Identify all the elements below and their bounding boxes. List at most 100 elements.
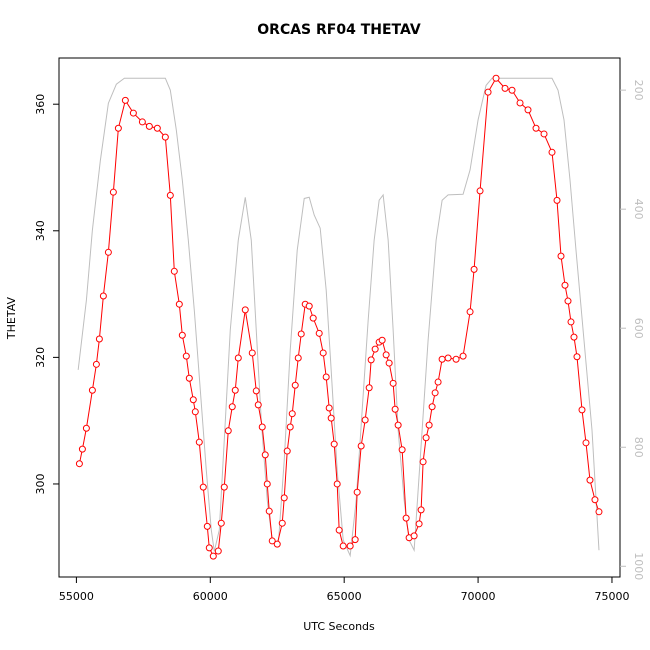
data-point: [182, 352, 190, 360]
y-tick-label: 360: [34, 94, 47, 115]
data-point: [203, 522, 211, 530]
data-point: [330, 440, 338, 448]
data-point: [335, 526, 343, 534]
data-point: [288, 410, 296, 418]
data-point: [109, 188, 117, 196]
data-point: [161, 133, 169, 141]
data-point: [378, 336, 386, 344]
data-point: [564, 297, 572, 305]
data-point: [444, 354, 452, 362]
data-point: [315, 329, 323, 337]
data-point: [92, 360, 100, 368]
y-tick-label: 300: [34, 473, 47, 494]
data-point: [385, 359, 393, 367]
data-point: [185, 374, 193, 382]
data-point: [492, 74, 500, 82]
data-point: [371, 345, 379, 353]
data-point: [319, 349, 327, 357]
data-point: [189, 396, 197, 404]
data-point: [391, 405, 399, 413]
x-tick-label: 55000: [59, 590, 94, 603]
data-point: [231, 386, 239, 394]
x-axis-label: UTC Seconds: [303, 620, 375, 633]
data-point: [175, 300, 183, 308]
data-point: [95, 335, 103, 343]
data-point: [382, 351, 390, 359]
data-point: [114, 124, 122, 132]
data-point: [104, 248, 112, 256]
data-point: [327, 414, 335, 422]
data-point: [365, 384, 373, 392]
data-point: [431, 389, 439, 397]
y2-tick-label: 1000: [632, 552, 645, 580]
data-point: [278, 519, 286, 527]
data-point: [291, 381, 299, 389]
data-point: [586, 476, 594, 484]
data-point: [438, 355, 446, 363]
data-point: [346, 542, 354, 550]
data-point: [466, 308, 474, 316]
y2-tick-label: 200: [632, 80, 645, 101]
data-point: [501, 84, 509, 92]
data-point: [484, 88, 492, 96]
data-point: [75, 460, 83, 468]
data-point: [595, 508, 603, 516]
data-point: [470, 265, 478, 273]
data-point: [191, 408, 199, 416]
x-tick-label: 60000: [193, 590, 228, 603]
data-point: [283, 447, 291, 455]
data-point: [353, 488, 361, 496]
data-point: [339, 542, 347, 550]
y-tick-label: 340: [34, 220, 47, 241]
data-point: [361, 416, 369, 424]
data-point: [209, 552, 217, 560]
data-point: [508, 86, 516, 94]
data-point: [297, 330, 305, 338]
data-point: [582, 439, 590, 447]
data-point: [333, 480, 341, 488]
data-point: [417, 506, 425, 514]
data-point: [422, 434, 430, 442]
chart-title: ORCAS RF04 THETAV: [257, 22, 421, 38]
data-point: [214, 547, 222, 555]
data-point: [322, 373, 330, 381]
data-point: [254, 401, 262, 409]
data-point: [410, 532, 418, 540]
data-point: [434, 378, 442, 386]
data-point: [516, 99, 524, 107]
data-point: [452, 355, 460, 363]
data-point: [459, 352, 467, 360]
data-point: [428, 403, 436, 411]
data-point: [398, 446, 406, 454]
data-point: [357, 442, 365, 450]
data-point: [294, 354, 302, 362]
data-point: [220, 483, 228, 491]
data-point: [268, 537, 276, 545]
data-point: [170, 267, 178, 275]
data-point: [425, 421, 433, 429]
data-point: [548, 148, 556, 156]
data-point: [88, 386, 96, 394]
data-point: [78, 445, 86, 453]
data-point: [82, 424, 90, 432]
data-point: [252, 387, 260, 395]
data-point: [305, 302, 313, 310]
x-tick-label: 70000: [461, 590, 496, 603]
y-tick-label: 320: [34, 347, 47, 368]
data-point: [234, 354, 242, 362]
data-point: [415, 520, 423, 528]
data-point: [261, 451, 269, 459]
x-tick-label: 65000: [327, 590, 362, 603]
y-axis-label: THETAV: [5, 296, 18, 340]
data-point: [419, 458, 427, 466]
data-point: [567, 318, 575, 326]
data-point: [557, 252, 565, 260]
data-point: [389, 379, 397, 387]
data-point: [145, 122, 153, 130]
data-point: [578, 406, 586, 414]
data-point: [178, 331, 186, 339]
data-point: [129, 109, 137, 117]
data-point: [195, 438, 203, 446]
data-point: [248, 349, 256, 357]
